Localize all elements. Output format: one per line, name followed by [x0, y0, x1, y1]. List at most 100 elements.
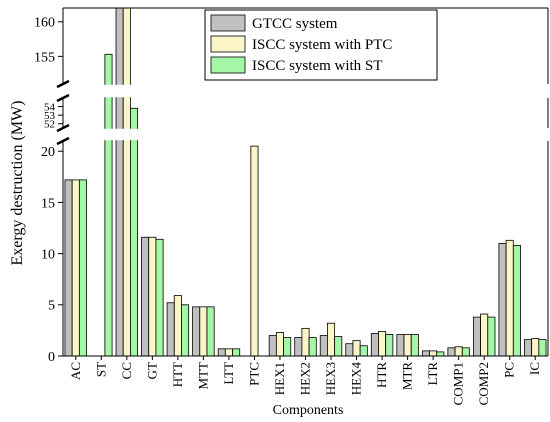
- bar-hex3-s2: [327, 322, 336, 357]
- bar-gt-s1: [141, 236, 150, 357]
- legend: GTCC system ISCC system with PTC ISCC syst…: [204, 9, 438, 81]
- x-axis-title: Components: [273, 403, 344, 418]
- bar-mtt-s2: [199, 306, 208, 357]
- axis-break-mark-1-1: [56, 123, 70, 133]
- bar-st-s3: [104, 53, 113, 357]
- x-tick-label-mtr: MTR: [400, 362, 415, 391]
- bar-cc-s1: [115, 7, 124, 357]
- bar-hex3-s1: [319, 335, 328, 357]
- bar-cc-s2: [122, 7, 131, 357]
- y-tick-label-155: 155: [34, 50, 55, 65]
- x-tick-label-hex3: HEX3: [323, 362, 338, 395]
- y-axis-title: Exergy destruction (MW): [9, 101, 26, 266]
- y-tick-label-10: 10: [41, 248, 55, 263]
- bar-mtt-s1: [192, 306, 201, 357]
- legend-label-1: GTCC system: [252, 16, 338, 32]
- x-tick-label-mtt: MTT: [195, 362, 210, 390]
- x-tick-label-comp2: COMP2: [476, 362, 491, 405]
- x-tick-label-comp1: COMP1: [451, 362, 466, 405]
- bar-ltt-s3: [232, 348, 241, 357]
- bar-hex4-s1: [345, 343, 354, 357]
- bar-mtr-s2: [403, 334, 412, 357]
- y-tick-label-54: 54: [44, 101, 56, 113]
- bar-ic-s3: [538, 339, 547, 357]
- bar-htt-s1: [166, 302, 175, 357]
- x-tick-label-ltt: LTT: [221, 362, 236, 385]
- bar-comp1-s2: [454, 346, 463, 357]
- bar-ic-s2: [531, 338, 540, 357]
- x-tick-label-ltr: LTR: [425, 362, 440, 386]
- bar-comp2-s1: [472, 316, 481, 357]
- y-tick-label-53: 53: [44, 110, 56, 122]
- x-tick-label-gt: GT: [144, 362, 159, 379]
- x-tick-label-st: ST: [93, 362, 108, 377]
- axis-break-gap-1: [55, 128, 550, 141]
- bar-cc-s3: [130, 107, 139, 357]
- axis-break-mark-2-1: [56, 79, 70, 89]
- bar-hex1-s3: [283, 337, 292, 357]
- axis-break-mark-2-2: [56, 93, 70, 103]
- x-tick-label-hex2: HEX2: [298, 362, 313, 395]
- bar-ltt-s2: [224, 348, 233, 357]
- bar-hex4-s2: [352, 340, 361, 357]
- bar-hex3-s3: [334, 336, 343, 357]
- bar-ac-s3: [78, 179, 87, 357]
- bar-mtt-s3: [206, 306, 215, 357]
- bar-pc-s3: [512, 245, 521, 357]
- bar-mtr-s3: [410, 334, 419, 357]
- x-tick-label-cc: CC: [119, 362, 134, 379]
- legend-label-3: ISCC system with ST: [252, 58, 382, 74]
- y-tick-label-15: 15: [41, 196, 55, 211]
- y-tick-label-0: 0: [48, 350, 55, 365]
- bar-hex1-s1: [268, 335, 277, 357]
- bar-gt-s3: [155, 238, 164, 357]
- x-tick-label-ac: AC: [68, 362, 83, 380]
- bar-hex2-s2: [301, 327, 310, 357]
- bar-pc-s1: [498, 242, 507, 357]
- bar-comp1-s1: [447, 347, 456, 357]
- bar-ic-s1: [524, 339, 533, 357]
- bar-htr-s1: [370, 333, 379, 357]
- bar-pc-s2: [505, 239, 514, 357]
- y-tick-label-20: 20: [41, 145, 55, 160]
- bar-htt-s2: [173, 295, 182, 357]
- x-tick-label-htr: HTR: [374, 362, 389, 388]
- bar-mtr-s1: [396, 334, 405, 357]
- bar-comp2-s2: [480, 313, 489, 357]
- bar-htr-s3: [385, 334, 394, 357]
- legend-swatch-1: [210, 14, 246, 32]
- y-tick-label-5: 5: [48, 299, 55, 314]
- x-tick-label-pc: PC: [502, 362, 517, 378]
- bar-hex1-s2: [275, 332, 284, 357]
- x-tick-label-ptc: PTC: [246, 362, 261, 386]
- bar-hex2-s1: [294, 337, 303, 357]
- bar-htr-s2: [378, 331, 387, 357]
- bar-ltr-s3: [436, 351, 445, 357]
- x-tick-labels: AC ST CC GT HTT MTT LTT PTC HEX1 HEX2 HEX3 HEX4 HTR M…: [68, 362, 542, 406]
- axis-break-mark-1-2: [56, 136, 70, 146]
- bar-ltt-s1: [217, 348, 226, 357]
- axes: [56, 7, 549, 360]
- bar-ac-s1: [64, 179, 73, 357]
- bar-comp2-s3: [487, 316, 496, 357]
- axis-segments: [55, 84, 550, 141]
- bar-ltr-s2: [429, 350, 438, 357]
- bars: [64, 7, 547, 357]
- bar-htt-s3: [181, 304, 190, 357]
- legend-items: GTCC system ISCC system with PTC ISCC syst…: [210, 14, 392, 74]
- legend-label-2: ISCC system with PTC: [252, 37, 392, 53]
- axis-break-gap-2: [55, 84, 550, 98]
- x-tick-label-hex4: HEX4: [349, 362, 364, 396]
- x-tick-label-htt: HTT: [170, 362, 185, 387]
- y-tick-label-160: 160: [34, 16, 55, 31]
- x-tick-label-hex1: HEX1: [272, 362, 287, 395]
- bar-hex4-s3: [359, 345, 368, 357]
- legend-swatch-3: [210, 56, 246, 74]
- bar-hex2-s3: [308, 337, 317, 357]
- y-tick-label-52: 52: [44, 119, 55, 131]
- bar-ac-s2: [71, 179, 80, 357]
- bar-ltr-s1: [421, 350, 430, 357]
- bar-ptc-s2: [250, 145, 259, 357]
